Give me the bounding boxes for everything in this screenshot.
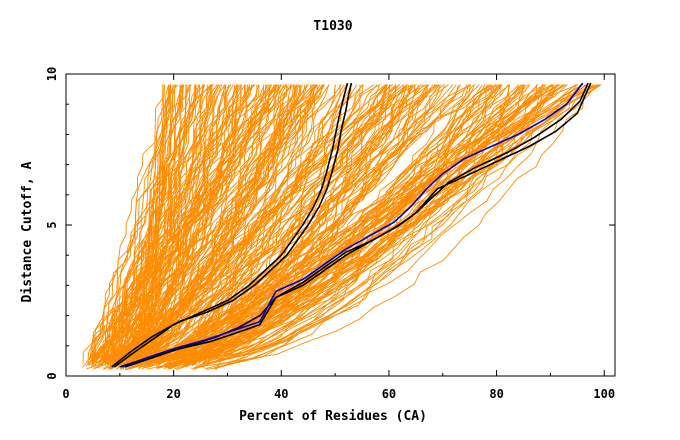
model-curve	[111, 84, 176, 359]
model-curve	[191, 84, 584, 360]
model-curve	[116, 84, 297, 369]
x-tick-label: 100	[593, 387, 615, 401]
model-curve	[181, 84, 474, 359]
model-curve	[218, 84, 524, 361]
model-curve	[195, 84, 345, 365]
model-curve	[138, 84, 241, 366]
model-curve	[95, 84, 246, 362]
model-curve	[105, 84, 287, 364]
model-curve	[137, 84, 341, 364]
model-curve	[176, 84, 459, 371]
model-curve	[215, 84, 553, 369]
highlight-series-4	[122, 82, 584, 368]
x-tick-label: 20	[166, 387, 180, 401]
model-curve	[93, 84, 211, 359]
model-curve	[114, 84, 191, 360]
model-curve	[140, 84, 409, 367]
model-curve	[204, 84, 588, 362]
model-curve	[87, 84, 201, 365]
model-curve	[207, 84, 597, 365]
model-curve	[91, 84, 316, 365]
model-curve	[88, 84, 205, 366]
model-curve	[102, 84, 316, 361]
model-curve	[180, 84, 495, 364]
model-curve	[113, 84, 230, 364]
model-curve	[115, 84, 258, 368]
model-curve	[206, 84, 567, 362]
model-curve	[108, 84, 325, 368]
model-curve	[158, 84, 519, 362]
model-curve	[124, 84, 420, 364]
model-curve	[157, 84, 503, 369]
model-curve	[195, 84, 401, 361]
model-curve	[127, 84, 336, 363]
y-axis-label: Distance Cutoff, A	[20, 161, 35, 302]
y-tick-label: 5	[45, 221, 59, 228]
x-axis-ticks: 0 20 40 60 80 100	[62, 74, 615, 401]
model-curve	[206, 84, 602, 367]
model-curve	[198, 84, 587, 366]
chart-title: T1030	[313, 19, 352, 34]
model-curve	[155, 84, 428, 363]
model-curve	[195, 84, 336, 359]
model-curve	[91, 84, 232, 361]
model-curve	[133, 84, 325, 363]
y-tick-label: 0	[45, 372, 59, 379]
highlight-series-2	[113, 82, 349, 368]
model-curve	[190, 84, 434, 362]
model-curve	[139, 84, 352, 366]
model-curve	[116, 84, 243, 365]
model-curve	[93, 84, 292, 370]
model-curve	[124, 84, 226, 368]
model-curve	[105, 84, 199, 364]
model-curve	[125, 84, 177, 369]
model-curve	[168, 84, 553, 365]
model-curve	[175, 84, 525, 361]
model-curve	[106, 84, 239, 362]
model-curve	[158, 84, 429, 360]
model-curve	[102, 84, 275, 370]
model-curve	[100, 84, 318, 365]
model-curve	[131, 84, 427, 369]
model-curve	[112, 84, 191, 369]
model-curve	[167, 84, 446, 369]
model-curve	[98, 84, 205, 365]
model-curve	[135, 84, 441, 360]
x-tick-label: 60	[382, 387, 396, 401]
model-curve	[139, 84, 277, 366]
y-tick-label: 10	[45, 67, 59, 81]
model-curve	[146, 84, 440, 363]
model-curve	[92, 84, 206, 359]
model-curve	[194, 84, 586, 369]
y-axis-ticks: 0 5 10	[45, 67, 615, 380]
model-curve	[110, 84, 313, 367]
model-curve	[193, 84, 427, 364]
model-curve	[107, 84, 325, 370]
x-axis-label: Percent of Residues (CA)	[239, 409, 427, 424]
model-curve	[135, 84, 457, 368]
x-tick-label: 80	[489, 387, 503, 401]
x-tick-label: 0	[62, 387, 69, 401]
model-curve	[157, 84, 568, 367]
model-curve	[209, 84, 555, 364]
model-curve	[143, 84, 476, 360]
model-curve	[89, 84, 271, 360]
model-curve	[116, 84, 227, 361]
model-curve	[95, 84, 260, 368]
background-model-series	[82, 84, 602, 371]
model-curve	[116, 84, 164, 371]
model-curve	[202, 84, 501, 363]
model-curve	[105, 84, 213, 360]
x-tick-label: 40	[274, 387, 288, 401]
model-curve	[201, 84, 600, 368]
highlighted-series	[111, 82, 592, 368]
highlight-series-5	[124, 82, 592, 368]
model-curve	[152, 84, 577, 362]
